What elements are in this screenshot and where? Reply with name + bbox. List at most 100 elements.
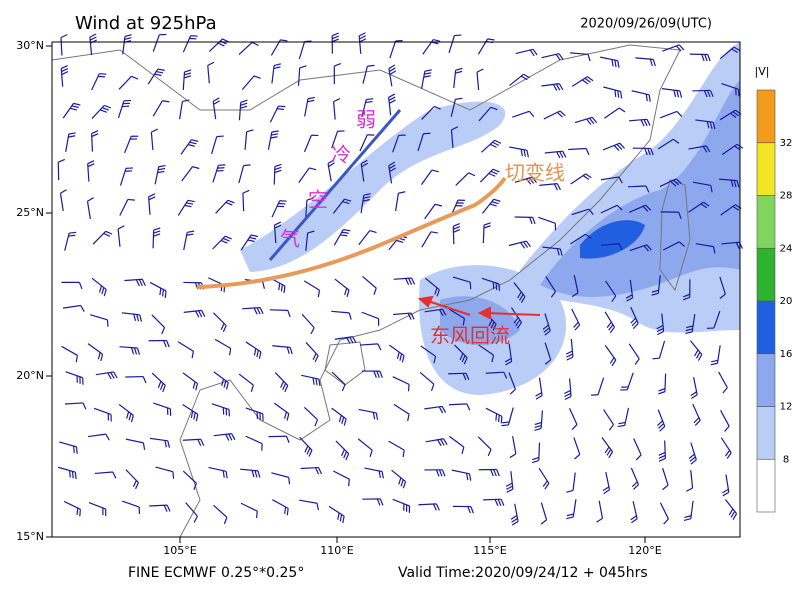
wind-barb-feather: [544, 330, 551, 336]
wind-barb-feather: [566, 356, 574, 361]
wind-barb-feather: [505, 360, 512, 366]
wind-barb-feather: [719, 293, 726, 299]
wind-barb-feather: [358, 32, 366, 37]
wind-barb-feather: [609, 326, 615, 334]
wind-barb-feather: [75, 446, 78, 454]
wind-barb-feather: [220, 323, 225, 331]
wind-barb: [359, 343, 378, 346]
wind-barb-feather: [645, 94, 648, 102]
wind-barb: [241, 75, 255, 91]
wind-barb-feather: [135, 279, 140, 287]
wind-barb-feather: [378, 470, 382, 478]
wind-barb-feather: [164, 440, 168, 448]
wind-barb-feather: [68, 135, 76, 138]
wind-barb-feather: [519, 293, 524, 301]
wind-barb-feather: [101, 287, 105, 295]
wind-barb-feather: [656, 324, 664, 330]
wind-barb: [271, 200, 281, 218]
wind-barb-feather: [220, 239, 228, 244]
wind-barb: [333, 229, 344, 246]
wind-barb-feather: [672, 138, 680, 144]
wind-barb-feather: [153, 233, 161, 237]
wind-barb-feather: [488, 319, 493, 327]
wind-barb-feather: [566, 489, 574, 493]
lon-label: 105°E: [163, 544, 196, 557]
wind-barb-feather: [722, 387, 728, 394]
wind-barb-feather: [157, 381, 162, 388]
wind-barb: [211, 136, 218, 155]
wind-barb-feather: [186, 233, 194, 236]
wind-barb-feather: [102, 107, 109, 111]
wind-barb-feather: [187, 199, 195, 203]
colorbar-label: 16: [780, 349, 793, 360]
wind-barb-feather: [193, 515, 198, 523]
wind-barb-feather: [61, 70, 69, 76]
wind-barb-feather: [369, 229, 377, 234]
wind-barb-feather: [430, 383, 435, 391]
wind-barb-feather: [287, 310, 291, 318]
wind-barb-feather: [142, 376, 147, 384]
wind-barb-feather: [510, 515, 518, 520]
hainan-outline: [324, 341, 366, 386]
wind-barb: [92, 230, 107, 245]
wind-barb-feather: [683, 293, 690, 298]
wind-barb-feather: [372, 412, 376, 420]
wind-barb-feather: [365, 100, 373, 104]
wind-barb-feather: [722, 491, 730, 497]
wind-barb: [331, 310, 350, 314]
wind-barb-feather: [369, 449, 373, 458]
wind-barb-feather: [492, 168, 500, 173]
wind-barb-feather: [363, 196, 371, 199]
wind-barb-feather: [328, 162, 335, 168]
wind-barb-feather: [100, 354, 104, 362]
wind-barb: [454, 344, 468, 359]
wind-barb-feather: [87, 197, 94, 202]
wind-barb: [421, 231, 432, 248]
wind-barb-feather: [136, 314, 140, 322]
wind-barb: [508, 240, 527, 247]
wind-barb: [297, 67, 301, 86]
wind-barb-feather: [430, 231, 438, 234]
wind-barb-feather: [515, 319, 521, 327]
wind-barb-feather: [161, 327, 166, 335]
wind-barb-feather: [105, 433, 110, 441]
wind-barb-feather: [225, 382, 229, 390]
wind-barb: [600, 176, 619, 181]
wind-barb: [598, 500, 604, 519]
wind-barb-feather: [344, 198, 352, 202]
wind-barb: [185, 502, 198, 517]
colorbar-label: 8: [783, 454, 789, 465]
wind-barb: [358, 230, 371, 246]
wind-barb-feather: [231, 433, 236, 441]
wind-barb-feather: [132, 480, 137, 488]
wind-barb-feather: [388, 96, 396, 101]
wind-barb-feather: [307, 99, 315, 103]
wind-barb: [124, 278, 143, 282]
wind-barb-feather: [581, 79, 589, 85]
wind-barb-feather: [58, 158, 65, 163]
wind-barb-feather: [307, 230, 315, 234]
wind-barb-feather: [360, 159, 368, 165]
wind-barb-feather: [201, 310, 206, 317]
wind-barb-feather: [318, 378, 321, 387]
wind-barb-feather: [710, 185, 713, 193]
wind-barb-feather: [89, 36, 97, 41]
wind-barb-feather: [686, 325, 694, 329]
wind-barb: [512, 436, 517, 455]
annotation: 弱: [356, 108, 376, 132]
wind-barb-feather: [222, 325, 227, 333]
wind-barb-feather: [606, 321, 612, 329]
wind-barb-feather: [401, 355, 405, 363]
wind-barb-feather: [608, 324, 614, 331]
wind-barb-feather: [523, 241, 529, 248]
colorbar-segment: [756, 458, 776, 513]
wind-barb-feather: [438, 406, 444, 414]
wind-barb-feather: [685, 328, 693, 332]
wind-barb-feather: [402, 450, 405, 458]
wind-barb-feather: [153, 230, 161, 234]
wind-barb-feather: [342, 515, 345, 524]
wind-barb-feather: [363, 193, 371, 196]
wind-barb-feather: [348, 312, 352, 320]
wind-barb-feather: [493, 469, 497, 477]
map-area: [51, 32, 744, 538]
